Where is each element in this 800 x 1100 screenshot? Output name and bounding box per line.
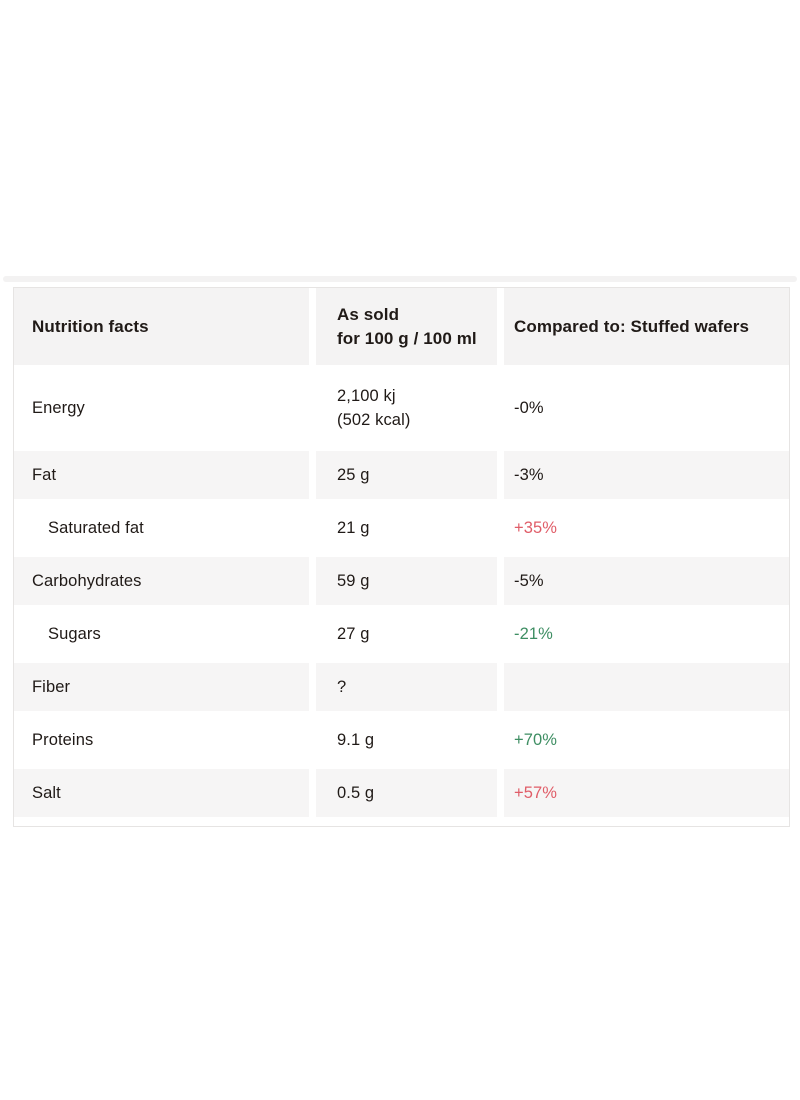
comparison-value: +70%: [514, 730, 558, 749]
nutrient-label: Energy: [32, 398, 85, 417]
nutrient-value-line1: ?: [337, 678, 347, 696]
nutrient-value: 9.1 g: [316, 716, 497, 764]
nutrient-label-sub: Sugars: [48, 624, 101, 643]
header-as-sold-line2: for 100 g / 100 ml: [337, 328, 477, 348]
column-header-compared-to: Compared to: Stuffed wafers: [504, 288, 789, 365]
nutrient-value: 27 g: [316, 610, 497, 658]
nutrient-label-sub: Saturated fat: [48, 518, 144, 537]
nutrient-value-line1: 0.5 g: [337, 784, 375, 802]
table-row-salt: Salt 0.5 g +57%: [14, 769, 789, 817]
table-row-saturated-fat: Saturated fat 21 g +35%: [14, 504, 789, 552]
comparison-value: -3%: [514, 465, 544, 484]
nutrient-value-line1: 25 g: [337, 466, 370, 484]
column-header-as-sold: As sold for 100 g / 100 ml: [316, 288, 497, 365]
nutrient-comparison: -21%: [504, 610, 789, 658]
table-header-row: Nutrition facts As sold for 100 g / 100 …: [14, 288, 789, 365]
nutrient-value-line1: 27 g: [337, 625, 370, 643]
nutrient-value-line1: 59 g: [337, 572, 370, 590]
table-row-fat: Fat 25 g -3%: [14, 451, 789, 499]
nutrient-comparison: [504, 663, 789, 711]
nutrient-comparison: +57%: [504, 769, 789, 817]
comparison-value: -0%: [514, 398, 544, 417]
comparison-value: -21%: [514, 624, 553, 643]
comparison-value: +35%: [514, 518, 558, 537]
comparison-value: +57%: [514, 783, 558, 802]
nutrient-value: ?: [316, 663, 497, 711]
nutrient-value-line2: (502 kcal): [337, 411, 411, 429]
nutrient-comparison: +35%: [504, 504, 789, 552]
nutrient-label: Carbohydrates: [14, 557, 309, 605]
table-row-proteins: Proteins 9.1 g +70%: [14, 716, 789, 764]
horizontal-divider: [3, 276, 797, 282]
nutrient-label: Fat: [14, 451, 309, 499]
nutrient-value: 0.5 g: [316, 769, 497, 817]
nutrient-value: 25 g: [316, 451, 497, 499]
column-header-nutrition-facts: Nutrition facts: [14, 288, 309, 365]
nutrient-label: Proteins: [32, 730, 94, 749]
nutrient-value-line1: 21 g: [337, 519, 370, 537]
table-row-carbohydrates: Carbohydrates 59 g -5%: [14, 557, 789, 605]
nutrient-comparison: -5%: [504, 557, 789, 605]
comparison-value: -5%: [514, 571, 544, 590]
nutrient-comparison: +70%: [504, 716, 789, 764]
nutrient-value: 2,100 kj (502 kcal): [316, 370, 497, 446]
nutrient-label: Fiber: [14, 663, 309, 711]
nutrient-value: 21 g: [316, 504, 497, 552]
nutrient-label: Salt: [14, 769, 309, 817]
table-row-energy: Energy 2,100 kj (502 kcal) -0%: [14, 370, 789, 446]
nutrient-value: 59 g: [316, 557, 497, 605]
nutrition-facts-table: Nutrition facts As sold for 100 g / 100 …: [13, 287, 790, 827]
nutrient-comparison: -3%: [504, 451, 789, 499]
nutrient-comparison: -0%: [504, 370, 789, 446]
header-as-sold-line1: As sold: [337, 304, 400, 324]
nutrient-value-line1: 2,100 kj: [337, 387, 396, 405]
table-row-sugars: Sugars 27 g -21%: [14, 610, 789, 658]
table-row-fiber: Fiber ?: [14, 663, 789, 711]
nutrient-value-line1: 9.1 g: [337, 731, 375, 749]
